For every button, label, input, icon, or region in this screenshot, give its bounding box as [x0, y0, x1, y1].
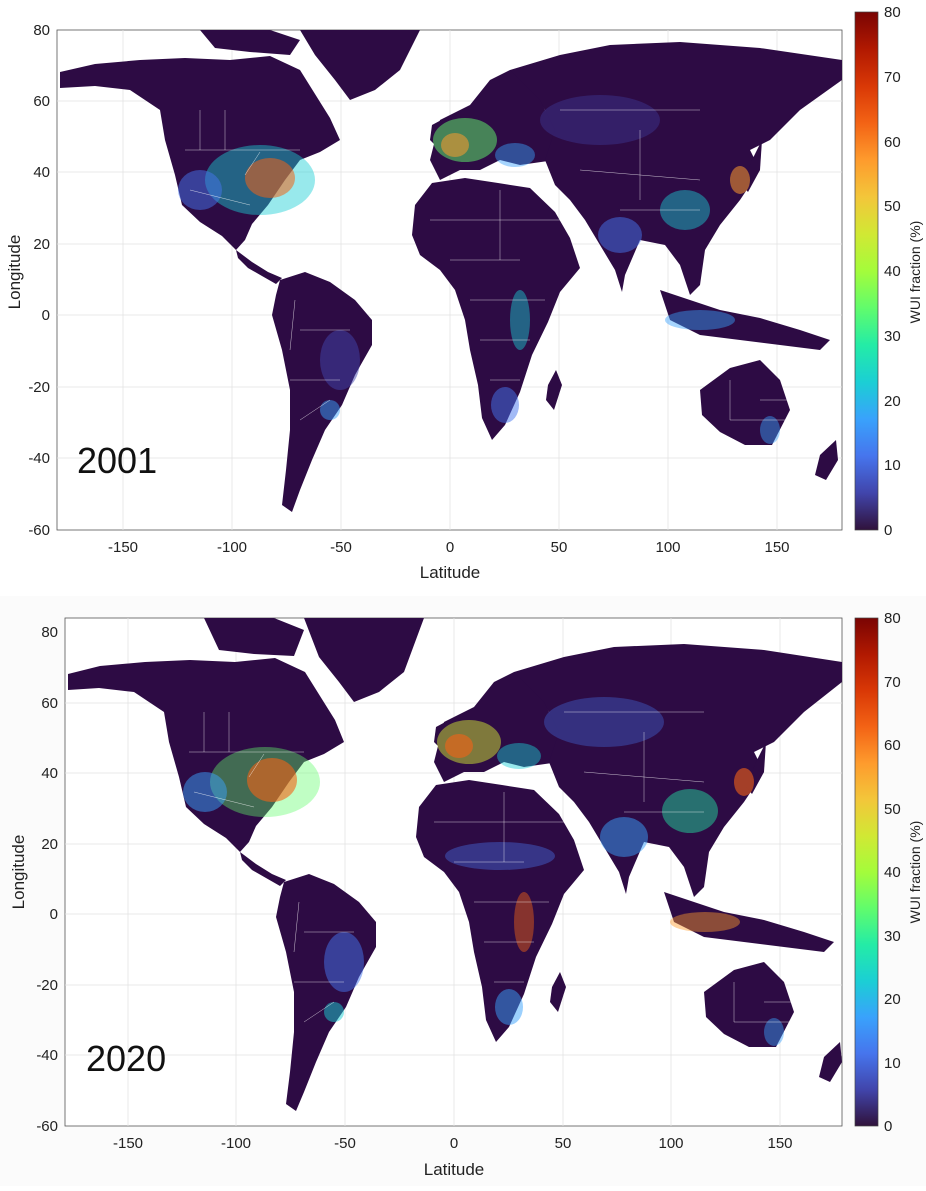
madagascar: [550, 972, 566, 1012]
map-panel-2020: 80 60 40 20 0 -20 -40 -60 -150 -100 -50 …: [0, 596, 926, 1186]
y-tick-labels: 80 60 40 20 0 -20 -40 -60: [28, 22, 50, 539]
colorbar-tick-label: 70: [884, 69, 901, 86]
colorbar-tick-labels: 80 70 60 50 40 30 20 10 0: [884, 610, 901, 1135]
colorbar-tick-label: 20: [884, 991, 901, 1008]
canadian-arctic-islands: [204, 618, 304, 656]
x-tick-labels: -150 -100 -50 0 50 100 150: [113, 1135, 793, 1152]
y-tick-label: -60: [28, 522, 50, 539]
colorbar-tick-label: 50: [884, 801, 901, 818]
colorbar-tick-label: 20: [884, 393, 901, 410]
colorbar-tick-label: 0: [884, 522, 892, 539]
colorbar-tick-label: 50: [884, 198, 901, 215]
colorbar-tick-label: 60: [884, 737, 901, 754]
new-zealand: [819, 1042, 842, 1082]
colorbar-label: WUI fraction (%): [907, 821, 923, 924]
x-tick-label: -150: [108, 539, 138, 556]
year-label: 2020: [86, 1038, 166, 1079]
colorbar-tick-label: 80: [884, 610, 901, 627]
x-tick-label: -50: [330, 539, 352, 556]
colorbar-label: WUI fraction (%): [907, 221, 923, 324]
y-tick-label: 80: [33, 22, 50, 39]
y-tick-label: -20: [28, 379, 50, 396]
indonesia: [660, 290, 830, 350]
colorbar-tick-label: 0: [884, 1118, 892, 1135]
colorbar-tick-label: 40: [884, 864, 901, 881]
asia: [510, 42, 842, 295]
africa: [416, 780, 584, 1042]
y-tick-label: -60: [36, 1118, 58, 1135]
north-america: [60, 56, 340, 250]
colorbar: [854, 617, 879, 1127]
central-america: [240, 852, 286, 886]
colorbar-tick-label: 10: [884, 457, 901, 474]
y-axis-title: Longitude: [9, 835, 28, 910]
canadian-arctic-islands: [200, 30, 300, 55]
x-tick-label: 150: [764, 539, 789, 556]
y-tick-label: 20: [41, 836, 58, 853]
indonesia: [664, 892, 834, 952]
colorbar-tick-label: 30: [884, 928, 901, 945]
y-tick-label: -20: [36, 977, 58, 994]
country-borders: [189, 711, 794, 1023]
y-tick-label: 0: [42, 307, 50, 324]
colorbar-tick-label: 10: [884, 1055, 901, 1072]
y-tick-label: 80: [41, 624, 58, 641]
y-tick-label: 0: [50, 906, 58, 923]
y-tick-label: 60: [33, 93, 50, 110]
y-tick-label: 20: [33, 236, 50, 253]
central-america: [236, 250, 282, 284]
australia: [700, 360, 790, 445]
y-tick-label: -40: [36, 1047, 58, 1064]
map-panel-2001: 80 60 40 20 0 -20 -40 -60 -150 -100 -50 …: [0, 0, 926, 590]
y-tick-labels: 80 60 40 20 0 -20 -40 -60: [36, 624, 58, 1135]
colorbar: [854, 11, 879, 531]
wui-speckles: [178, 95, 780, 444]
x-tick-label: 100: [655, 539, 680, 556]
greenland: [304, 618, 424, 702]
year-label: 2001: [77, 440, 157, 481]
y-tick-label: 40: [33, 164, 50, 181]
north-america: [68, 658, 344, 852]
wui-speckles: [183, 697, 784, 1046]
africa: [412, 178, 580, 440]
x-tick-label: 0: [450, 1135, 458, 1152]
world-map-chart: 80 60 40 20 0 -20 -40 -60 -150 -100 -50 …: [9, 610, 923, 1179]
y-tick-label: -40: [28, 450, 50, 467]
country-borders: [185, 109, 790, 421]
y-axis-title: Longitude: [5, 235, 24, 310]
australia: [704, 962, 794, 1047]
x-tick-label: -100: [217, 539, 247, 556]
colorbar-tick-label: 70: [884, 674, 901, 691]
x-tick-label: 100: [658, 1135, 683, 1152]
y-tick-label: 60: [41, 695, 58, 712]
world-map-chart: 80 60 40 20 0 -20 -40 -60 -150 -100 -50 …: [5, 4, 923, 582]
x-tick-label: -150: [113, 1135, 143, 1152]
colorbar-tick-label: 40: [884, 263, 901, 280]
landmasses: [60, 30, 842, 512]
x-tick-label: -100: [221, 1135, 251, 1152]
y-tick-label: 40: [41, 765, 58, 782]
x-tick-label: 150: [767, 1135, 792, 1152]
greenland: [300, 30, 420, 100]
colorbar-tick-labels: 80 70 60 50 40 30 20 10 0: [884, 4, 901, 539]
x-tick-label: 50: [551, 539, 568, 556]
landmasses: [68, 618, 842, 1111]
colorbar-tick-label: 30: [884, 328, 901, 345]
madagascar: [546, 370, 562, 410]
colorbar-tick-label: 60: [884, 134, 901, 151]
south-america: [276, 874, 376, 1111]
x-tick-label: -50: [334, 1135, 356, 1152]
x-tick-label: 50: [555, 1135, 572, 1152]
x-axis-title: Latitude: [424, 1160, 485, 1179]
x-axis-title: Latitude: [420, 563, 481, 582]
x-tick-label: 0: [446, 539, 454, 556]
x-tick-labels: -150 -100 -50 0 50 100 150: [108, 539, 790, 556]
colorbar-tick-label: 80: [884, 4, 901, 21]
new-zealand: [815, 440, 838, 480]
asia: [514, 644, 842, 897]
